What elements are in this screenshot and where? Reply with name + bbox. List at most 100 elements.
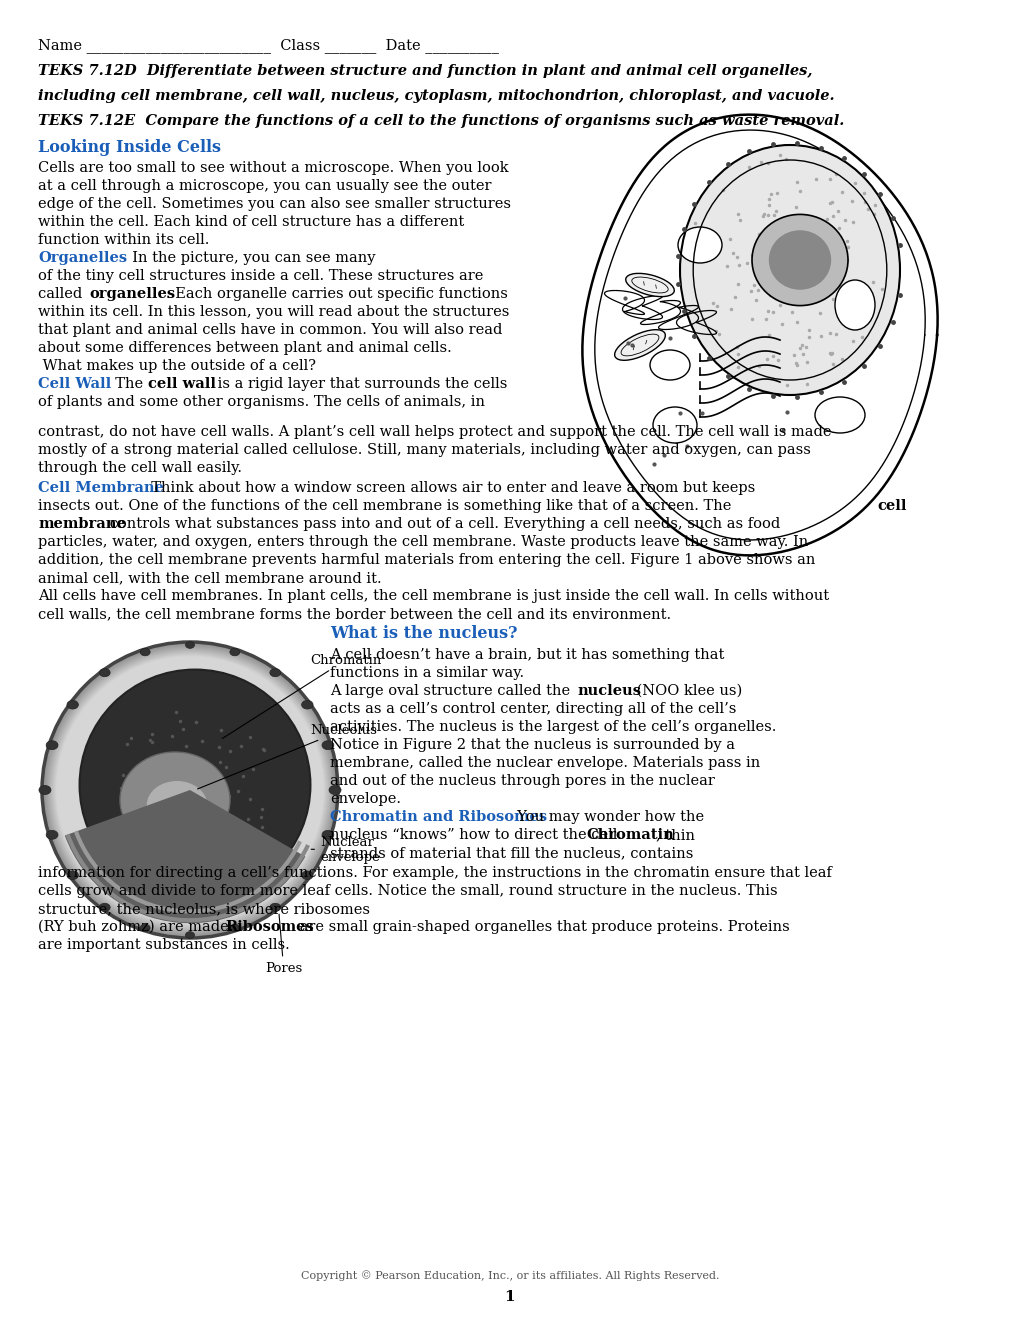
Ellipse shape (99, 669, 110, 677)
Ellipse shape (322, 830, 333, 840)
Text: controls what substances pass into and out of a cell. Everything a cell needs, s: controls what substances pass into and o… (105, 517, 780, 531)
Ellipse shape (120, 752, 229, 847)
Ellipse shape (614, 330, 664, 360)
Text: In the picture, you can see many: In the picture, you can see many (123, 251, 375, 265)
Circle shape (44, 643, 336, 936)
Polygon shape (585, 119, 933, 550)
Text: including cell membrane, cell wall, nucleus, cytoplasm, mitochondrion, chloropla: including cell membrane, cell wall, nucl… (38, 88, 834, 103)
Circle shape (49, 649, 330, 931)
Text: Chromatin: Chromatin (222, 653, 381, 738)
Circle shape (54, 655, 325, 925)
Text: , thin: , thin (655, 828, 694, 842)
Circle shape (46, 645, 334, 935)
Text: Looking Inside Cells: Looking Inside Cells (38, 139, 221, 156)
Ellipse shape (140, 648, 150, 656)
Ellipse shape (229, 924, 239, 932)
Circle shape (47, 647, 332, 932)
Circle shape (53, 653, 326, 927)
Text: A large oval structure called the: A large oval structure called the (330, 684, 574, 698)
Text: cell wall: cell wall (148, 378, 216, 391)
Text: TEKS 7.12D  Differentiate between structure and function in plant and animal cel: TEKS 7.12D Differentiate between structu… (38, 63, 812, 78)
Circle shape (56, 656, 323, 924)
Text: at a cell through a microscope, you can usually see the outer: at a cell through a microscope, you can … (38, 180, 491, 193)
Ellipse shape (814, 397, 864, 433)
Text: Notice in Figure 2 that the nucleus is surrounded by a: Notice in Figure 2 that the nucleus is s… (330, 738, 735, 752)
Text: Chromatin: Chromatin (586, 828, 674, 842)
Circle shape (54, 653, 326, 927)
Ellipse shape (140, 924, 150, 932)
Ellipse shape (229, 648, 239, 656)
Text: within the cell. Each kind of cell structure has a different: within the cell. Each kind of cell struc… (38, 215, 464, 228)
Circle shape (45, 645, 334, 935)
Circle shape (51, 651, 328, 929)
Text: cell: cell (876, 499, 906, 513)
Text: You may wonder how the: You may wonder how the (507, 810, 703, 824)
Circle shape (48, 648, 331, 932)
Ellipse shape (801, 223, 838, 267)
Text: All cells have cell membranes. In plant cells, the cell membrane is just inside : All cells have cell membranes. In plant … (38, 589, 828, 603)
Text: Name _________________________  Class _______  Date __________: Name _________________________ Class ___… (38, 38, 498, 53)
Text: Pores: Pores (265, 915, 302, 974)
Ellipse shape (185, 932, 195, 939)
Circle shape (46, 645, 334, 935)
Circle shape (79, 669, 310, 900)
Circle shape (53, 653, 327, 927)
Text: and out of the nucleus through pores in the nuclear: and out of the nucleus through pores in … (330, 774, 714, 788)
Circle shape (50, 649, 330, 931)
Ellipse shape (67, 871, 78, 879)
Ellipse shape (302, 871, 313, 879)
Text: Chromatin and Ribosomes: Chromatin and Ribosomes (330, 810, 546, 824)
Ellipse shape (652, 407, 696, 444)
Circle shape (50, 651, 329, 929)
Text: mostly of a strong material called cellulose. Still, many materials, including w: mostly of a strong material called cellu… (38, 444, 810, 457)
Circle shape (56, 656, 324, 924)
Text: acts as a cell’s control center, directing all of the cell’s: acts as a cell’s control center, directi… (330, 702, 736, 715)
Text: addition, the cell membrane prevents harmful materials from entering the cell. F: addition, the cell membrane prevents har… (38, 553, 814, 568)
Text: of the tiny cell structures inside a cell. These structures are: of the tiny cell structures inside a cel… (38, 269, 483, 282)
Text: functions in a similar way.: functions in a similar way. (330, 667, 524, 680)
Text: Copyright © Pearson Education, Inc., or its affiliates. All Rights Reserved.: Copyright © Pearson Education, Inc., or … (301, 1270, 718, 1280)
Circle shape (47, 647, 333, 933)
Text: particles, water, and oxygen, enters through the cell membrane. Waste products l: particles, water, and oxygen, enters thr… (38, 535, 807, 549)
Ellipse shape (185, 642, 195, 648)
Ellipse shape (680, 145, 899, 395)
Text: edge of the cell. Sometimes you can also see smaller structures: edge of the cell. Sometimes you can also… (38, 197, 511, 211)
Text: within its cell. In this lesson, you will read about the structures: within its cell. In this lesson, you wil… (38, 305, 508, 319)
Text: through the cell wall easily.: through the cell wall easily. (38, 461, 242, 475)
Text: activities. The nucleus is the largest of the cell’s organelles.: activities. The nucleus is the largest o… (330, 719, 775, 734)
Ellipse shape (768, 230, 830, 290)
Circle shape (52, 652, 327, 928)
Text: envelope.: envelope. (330, 792, 400, 807)
Ellipse shape (835, 280, 874, 330)
Ellipse shape (147, 781, 207, 829)
Ellipse shape (270, 669, 280, 677)
Text: TEKS 7.12E  Compare the functions of a cell to the functions of organisms such a: TEKS 7.12E Compare the functions of a ce… (38, 114, 844, 128)
Ellipse shape (39, 785, 51, 795)
Text: (NOO klee us): (NOO klee us) (632, 684, 742, 698)
Ellipse shape (46, 830, 58, 840)
Text: of plants and some other organisms. The cells of animals, in: of plants and some other organisms. The … (38, 395, 484, 409)
Circle shape (42, 642, 337, 939)
Circle shape (47, 647, 333, 933)
Text: Cell Membrane: Cell Membrane (38, 480, 164, 495)
Text: Nucleolus: Nucleolus (198, 723, 376, 789)
Ellipse shape (329, 785, 340, 795)
Ellipse shape (67, 701, 78, 709)
Circle shape (51, 651, 329, 929)
Text: Ribosomes: Ribosomes (225, 920, 314, 935)
Text: are important substances in cells.: are important substances in cells. (38, 939, 289, 952)
Text: membrane, called the nuclear envelope. Materials pass in: membrane, called the nuclear envelope. M… (330, 756, 759, 770)
Text: animal cell, with the cell membrane around it.: animal cell, with the cell membrane arou… (38, 572, 381, 585)
Text: strands of material that fill the nucleus, contains: strands of material that fill the nucleu… (330, 846, 693, 861)
Circle shape (48, 648, 332, 932)
Ellipse shape (751, 214, 847, 306)
Circle shape (44, 644, 335, 936)
Text: (RY buh zohmz) are made.: (RY buh zohmz) are made. (38, 920, 237, 935)
Circle shape (55, 655, 324, 925)
Text: called: called (38, 286, 87, 301)
Text: cell walls, the cell membrane forms the border between the cell and its environm: cell walls, the cell membrane forms the … (38, 607, 671, 620)
Text: are small grain-shaped organelles that produce proteins. Proteins: are small grain-shaped organelles that p… (294, 920, 789, 935)
Text: about some differences between plant and animal cells.: about some differences between plant and… (38, 341, 451, 355)
Text: membrane: membrane (38, 517, 125, 531)
Text: contrast, do not have cell walls. A plant’s cell wall helps protect and support : contrast, do not have cell walls. A plan… (38, 425, 830, 440)
